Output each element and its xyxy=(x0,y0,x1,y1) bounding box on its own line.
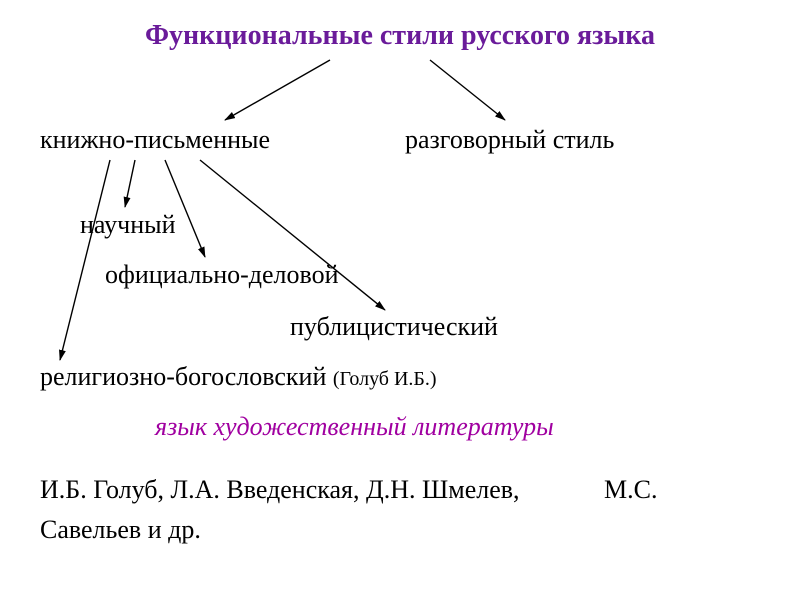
node-colloquial: разговорный стиль xyxy=(405,125,614,155)
authors-line: И.Б. Голуб, Л.А. Введенская, Д.Н. Шмелев… xyxy=(40,470,760,551)
node-religious: религиозно-богословский (Голуб И.Б.) xyxy=(40,362,437,392)
diagram-title: Функциональные стили русского языка xyxy=(0,20,800,52)
node-artistic: язык художественный литературы xyxy=(155,412,554,442)
node-scientific: научный xyxy=(80,210,176,240)
node-publicistic: публицистический xyxy=(290,312,498,342)
node-religious-text: религиозно-богословский xyxy=(40,362,333,391)
node-official: официально-деловой xyxy=(105,260,339,290)
node-bookish: книжно-письменные xyxy=(40,125,270,155)
node-religious-ref: (Голуб И.Б.) xyxy=(333,368,437,390)
